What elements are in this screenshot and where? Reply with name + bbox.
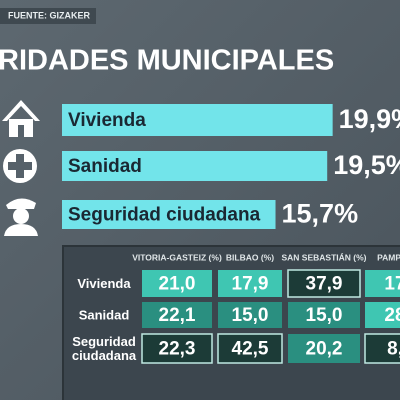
column-header: VITORIA-GASTEIZ (%) (132, 252, 222, 262)
cell-value: 17,9 (232, 274, 269, 295)
bar (62, 200, 276, 229)
cell-value: 22,3 (159, 339, 196, 360)
bar (62, 104, 333, 136)
bar-value: 15,7% (282, 199, 359, 229)
table-cell (365, 302, 400, 328)
row-label: Vivienda (77, 276, 131, 291)
row-label: ciudadana (72, 348, 137, 363)
source-box (0, 8, 96, 24)
bar-label: Seguridad ciudadana (68, 205, 261, 226)
source: FUENTE: GIZAKER (8, 10, 90, 20)
row-label: Sanidad (79, 307, 130, 322)
table-cell (217, 333, 283, 364)
table-cell (142, 270, 212, 297)
table-cell (288, 302, 360, 328)
cell-value: 8, (387, 339, 400, 360)
cell-value: 17 (384, 274, 400, 295)
bar-label: Vivienda (68, 110, 146, 131)
cell-value: 15,0 (306, 305, 343, 326)
table-cell (218, 270, 282, 297)
cell-value: 22,1 (159, 305, 196, 326)
bar (62, 151, 328, 181)
table-cell (141, 333, 213, 364)
bar-group: Vivienda 19,9% Sanidad 19,5% Seguridad ciuda… (62, 104, 400, 229)
table-cell (142, 302, 212, 328)
cell-value: 21,0 (159, 274, 196, 295)
title: RIDADES MUNICIPALES (0, 45, 334, 77)
column-header: BILBAO (%) (226, 252, 274, 262)
cell-value: 20,2 (306, 339, 343, 360)
bar-value: 19,5% (333, 150, 400, 180)
cell-value: 37,9 (306, 274, 343, 295)
cell-value: 15,0 (232, 305, 269, 326)
health-icon (3, 149, 37, 183)
house-icon (2, 100, 40, 137)
table-cell (218, 302, 282, 328)
bar-label: Sanidad (68, 156, 142, 177)
table-cell (364, 333, 400, 364)
police-icon (4, 198, 38, 236)
row-label: Seguridad (72, 334, 136, 349)
column-header: PAMPLO (377, 252, 400, 262)
table-cell (365, 270, 400, 297)
table-cell (288, 334, 360, 363)
cell-value: 28 (384, 305, 400, 326)
bar-value: 19,9% (339, 104, 400, 134)
cell-value: 42,5 (232, 339, 269, 360)
table-cell (287, 269, 361, 298)
table: VITORIA-GASTEIZ (%) BILBAO (%) SAN SEBASTI… (72, 252, 400, 364)
column-header: SAN SEBASTIÁN (%) (281, 252, 366, 262)
